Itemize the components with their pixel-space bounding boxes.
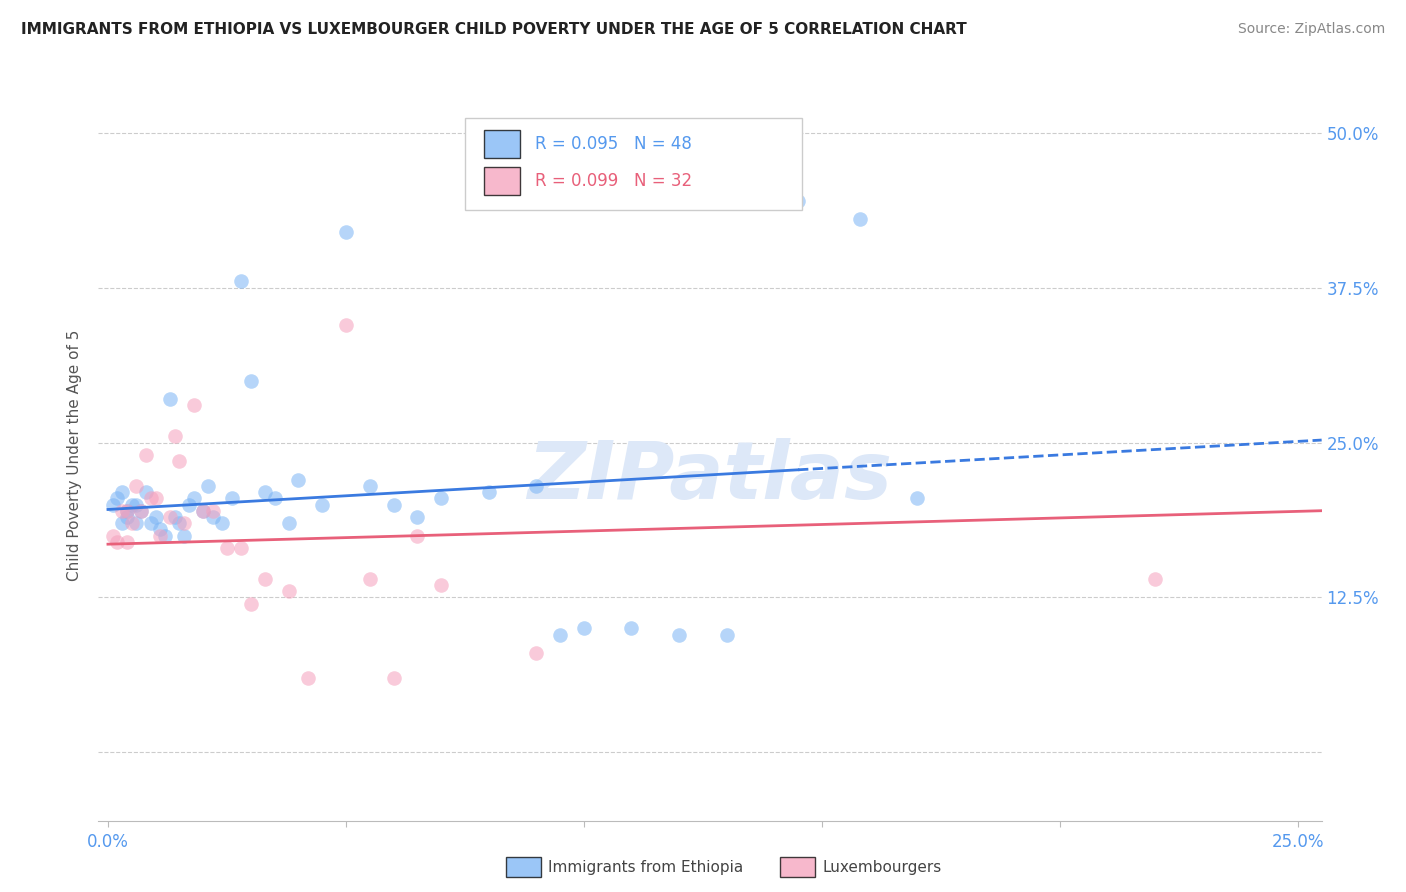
Point xyxy=(139,491,162,506)
FancyBboxPatch shape xyxy=(465,119,801,210)
Point xyxy=(221,491,243,506)
Y-axis label: Child Poverty Under the Age of 5: Child Poverty Under the Age of 5 xyxy=(67,329,83,581)
Point xyxy=(163,509,186,524)
Point xyxy=(153,528,176,542)
Point xyxy=(159,509,181,524)
Point xyxy=(115,504,138,518)
Point xyxy=(524,646,547,660)
Point xyxy=(129,504,152,518)
Point xyxy=(548,628,571,642)
Point xyxy=(101,528,124,542)
Point xyxy=(145,491,167,506)
Point xyxy=(163,429,186,443)
Point xyxy=(253,572,276,586)
Point xyxy=(135,485,157,500)
Point xyxy=(231,541,253,555)
Point xyxy=(311,498,333,512)
Point xyxy=(129,504,152,518)
Point xyxy=(406,509,429,524)
Point xyxy=(169,516,191,530)
Point xyxy=(191,504,214,518)
Point xyxy=(231,274,253,288)
Point xyxy=(524,479,547,493)
Point xyxy=(135,448,157,462)
Point xyxy=(239,374,262,388)
Point xyxy=(211,516,233,530)
Point xyxy=(430,578,453,592)
Point xyxy=(359,572,381,586)
Point xyxy=(263,491,285,506)
Point xyxy=(253,485,276,500)
Point xyxy=(107,491,129,506)
Text: R = 0.099   N = 32: R = 0.099 N = 32 xyxy=(536,171,692,190)
Text: Immigrants from Ethiopia: Immigrants from Ethiopia xyxy=(548,860,744,874)
Point xyxy=(406,528,429,542)
Point xyxy=(668,628,690,642)
Point xyxy=(382,671,405,685)
Point xyxy=(125,498,148,512)
Point xyxy=(177,498,200,512)
Point xyxy=(430,491,453,506)
Point xyxy=(149,522,172,536)
Point xyxy=(183,398,205,412)
Point xyxy=(115,509,138,524)
FancyBboxPatch shape xyxy=(484,130,520,158)
Text: Luxembourgers: Luxembourgers xyxy=(823,860,942,874)
Point xyxy=(173,528,195,542)
Point xyxy=(239,597,262,611)
Point xyxy=(197,479,219,493)
Point xyxy=(183,491,205,506)
Point xyxy=(1144,572,1167,586)
Point xyxy=(572,622,595,636)
Point xyxy=(359,479,381,493)
Point xyxy=(125,479,148,493)
Point xyxy=(215,541,238,555)
Point xyxy=(149,528,172,542)
Point xyxy=(478,485,501,500)
Point xyxy=(111,485,134,500)
Point xyxy=(335,225,357,239)
Point xyxy=(111,516,134,530)
Point xyxy=(169,454,191,468)
Point xyxy=(115,504,138,518)
Point xyxy=(111,504,134,518)
Point xyxy=(121,516,143,530)
Point xyxy=(297,671,319,685)
Point xyxy=(139,516,162,530)
Point xyxy=(905,491,928,506)
Text: ZIPatlas: ZIPatlas xyxy=(527,438,893,516)
Text: R = 0.095   N = 48: R = 0.095 N = 48 xyxy=(536,135,692,153)
Point xyxy=(191,504,214,518)
Point xyxy=(620,622,643,636)
Point xyxy=(115,534,138,549)
Point xyxy=(287,473,309,487)
FancyBboxPatch shape xyxy=(484,167,520,194)
Point xyxy=(277,584,299,599)
Point xyxy=(335,318,357,332)
Point xyxy=(716,628,738,642)
Point xyxy=(121,498,143,512)
Point xyxy=(107,534,129,549)
Point xyxy=(201,504,224,518)
Point xyxy=(173,516,195,530)
Point xyxy=(201,509,224,524)
Point xyxy=(849,212,872,227)
Text: IMMIGRANTS FROM ETHIOPIA VS LUXEMBOURGER CHILD POVERTY UNDER THE AGE OF 5 CORREL: IMMIGRANTS FROM ETHIOPIA VS LUXEMBOURGER… xyxy=(21,22,967,37)
Point xyxy=(277,516,299,530)
Point xyxy=(101,498,124,512)
Point xyxy=(159,392,181,406)
Point xyxy=(382,498,405,512)
Point xyxy=(787,194,810,208)
Point xyxy=(125,516,148,530)
Text: Source: ZipAtlas.com: Source: ZipAtlas.com xyxy=(1237,22,1385,37)
Point xyxy=(145,509,167,524)
